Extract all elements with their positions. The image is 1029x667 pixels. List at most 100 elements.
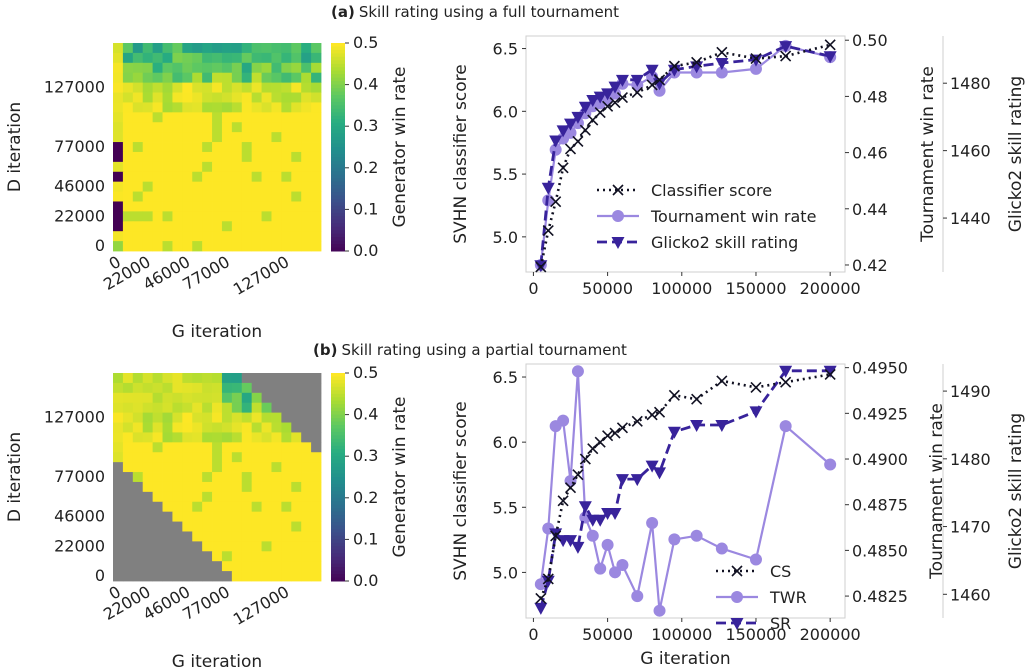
- heatmap-cell: [281, 511, 292, 522]
- heatmap-cell: [132, 132, 144, 143]
- colorbar-segment: [331, 549, 345, 554]
- heatmap-cell: [311, 102, 322, 113]
- colorbar-segment: [331, 126, 345, 131]
- heatmap-cell: [311, 541, 322, 552]
- data-point: [609, 427, 621, 439]
- heatmap-cell: [241, 452, 253, 463]
- heatmap-cell: [152, 402, 163, 414]
- heatmap-cell: [122, 132, 134, 143]
- colorbar-label: Generator win rate: [390, 66, 410, 227]
- data-point: [716, 375, 728, 387]
- heatmap-cell: [241, 171, 253, 183]
- heatmap-cell: [221, 132, 233, 143]
- heatmap-cell: [231, 541, 243, 552]
- heatmap-cell: [152, 52, 163, 64]
- heatmap-cell: [311, 211, 322, 222]
- data-point: [823, 51, 837, 64]
- heatmap-cell: [202, 531, 213, 542]
- heatmap-cell: [261, 132, 272, 143]
- heatmap-cell: [172, 511, 183, 522]
- legend-marker: [730, 618, 744, 630]
- data-point: [631, 86, 643, 99]
- heatmap-cell: [291, 551, 302, 562]
- data-point: [579, 124, 591, 136]
- heatmap-cell: [221, 82, 233, 93]
- heatmap-cell: [142, 231, 154, 242]
- heatmap-cell: [122, 442, 134, 453]
- heatmap-cell: [142, 171, 154, 183]
- heatmap-cell: [212, 472, 223, 483]
- heatmap-cell: [172, 122, 183, 133]
- heatmap-panel-a: 0220004600077000127000022000460007700012…: [5, 33, 410, 342]
- data-point: [578, 501, 592, 514]
- heatmap-cell: [172, 221, 183, 232]
- heatmap-cell: [261, 373, 272, 384]
- data-point: [609, 96, 621, 109]
- data-point: [557, 162, 569, 174]
- heatmap-cell: [261, 72, 272, 84]
- heatmap-cell: [261, 151, 272, 163]
- colorbar-segment: [331, 459, 345, 464]
- heatmap-cell: [122, 422, 134, 433]
- heatmap-cell: [241, 72, 253, 84]
- heatmap-cell: [291, 102, 302, 113]
- heatmap-cell: [311, 231, 322, 242]
- heatmap-cell: [162, 122, 173, 133]
- heatmap-cell: [182, 501, 193, 513]
- heatmap-cell: [261, 501, 272, 513]
- data-point: [571, 541, 585, 554]
- heatmap-cell: [281, 52, 292, 64]
- heatmap-cell: [291, 43, 302, 54]
- data-point: [749, 406, 763, 419]
- legend-marker: [731, 565, 743, 577]
- colorbar-label: Generator win rate: [390, 396, 410, 557]
- heatmap-cell: [172, 521, 183, 532]
- heatmap-cell: [281, 122, 292, 133]
- heatmap-cell: [231, 491, 243, 503]
- heatmap-cell: [301, 373, 312, 384]
- heatmap-cell: [152, 161, 163, 173]
- heatmap-cell: [182, 462, 193, 473]
- heatmap-cell: [202, 491, 213, 503]
- heatmap-cell: [113, 112, 124, 123]
- heatmap-cell: [241, 561, 253, 572]
- legend-marker: [731, 591, 743, 603]
- heatmap-cell: [172, 462, 183, 473]
- heatmap-cell: [152, 231, 163, 242]
- heatmap-cell: [212, 501, 223, 513]
- heatmap-cell: [162, 501, 173, 513]
- data-point: [646, 409, 658, 421]
- heatmap-cell: [271, 373, 282, 384]
- heatmap-cell: [231, 382, 243, 394]
- data-point: [535, 261, 547, 273]
- heatmap-cell: [202, 62, 213, 74]
- heatmap-cell: [281, 181, 292, 192]
- colorbar-segment: [331, 140, 345, 145]
- heatmap-cell: [301, 462, 312, 473]
- heatmap-cell: [142, 442, 154, 453]
- heatmap-cell: [212, 82, 223, 93]
- heatmap-cell: [182, 392, 193, 404]
- heatmap-cell: [182, 201, 193, 212]
- heatmap-cell: [301, 201, 312, 212]
- colorbar-segment: [331, 574, 345, 579]
- colorbar-segment: [331, 91, 345, 96]
- heatmap-cell: [202, 561, 213, 572]
- heatmap-cell: [132, 142, 144, 153]
- heatmap-cell: [281, 171, 292, 183]
- heatmap-cell: [162, 102, 173, 113]
- heatmap-cell: [212, 161, 223, 173]
- heatmap-cell: [251, 62, 262, 74]
- data-point: [823, 365, 837, 378]
- heatmap-cell: [113, 422, 124, 433]
- heatmap-cell: [231, 521, 243, 532]
- heatmap-cell: [172, 92, 183, 103]
- heatmap-cell: [192, 551, 203, 562]
- heatmap-cell: [311, 52, 322, 64]
- heatmap-cell: [311, 561, 322, 572]
- heatmap-cell: [142, 432, 154, 443]
- colorbar-segment: [331, 397, 345, 402]
- heatmap-cell: [301, 142, 312, 153]
- heatmap-cell: [231, 201, 243, 212]
- y-tick-label: 77000: [54, 137, 105, 156]
